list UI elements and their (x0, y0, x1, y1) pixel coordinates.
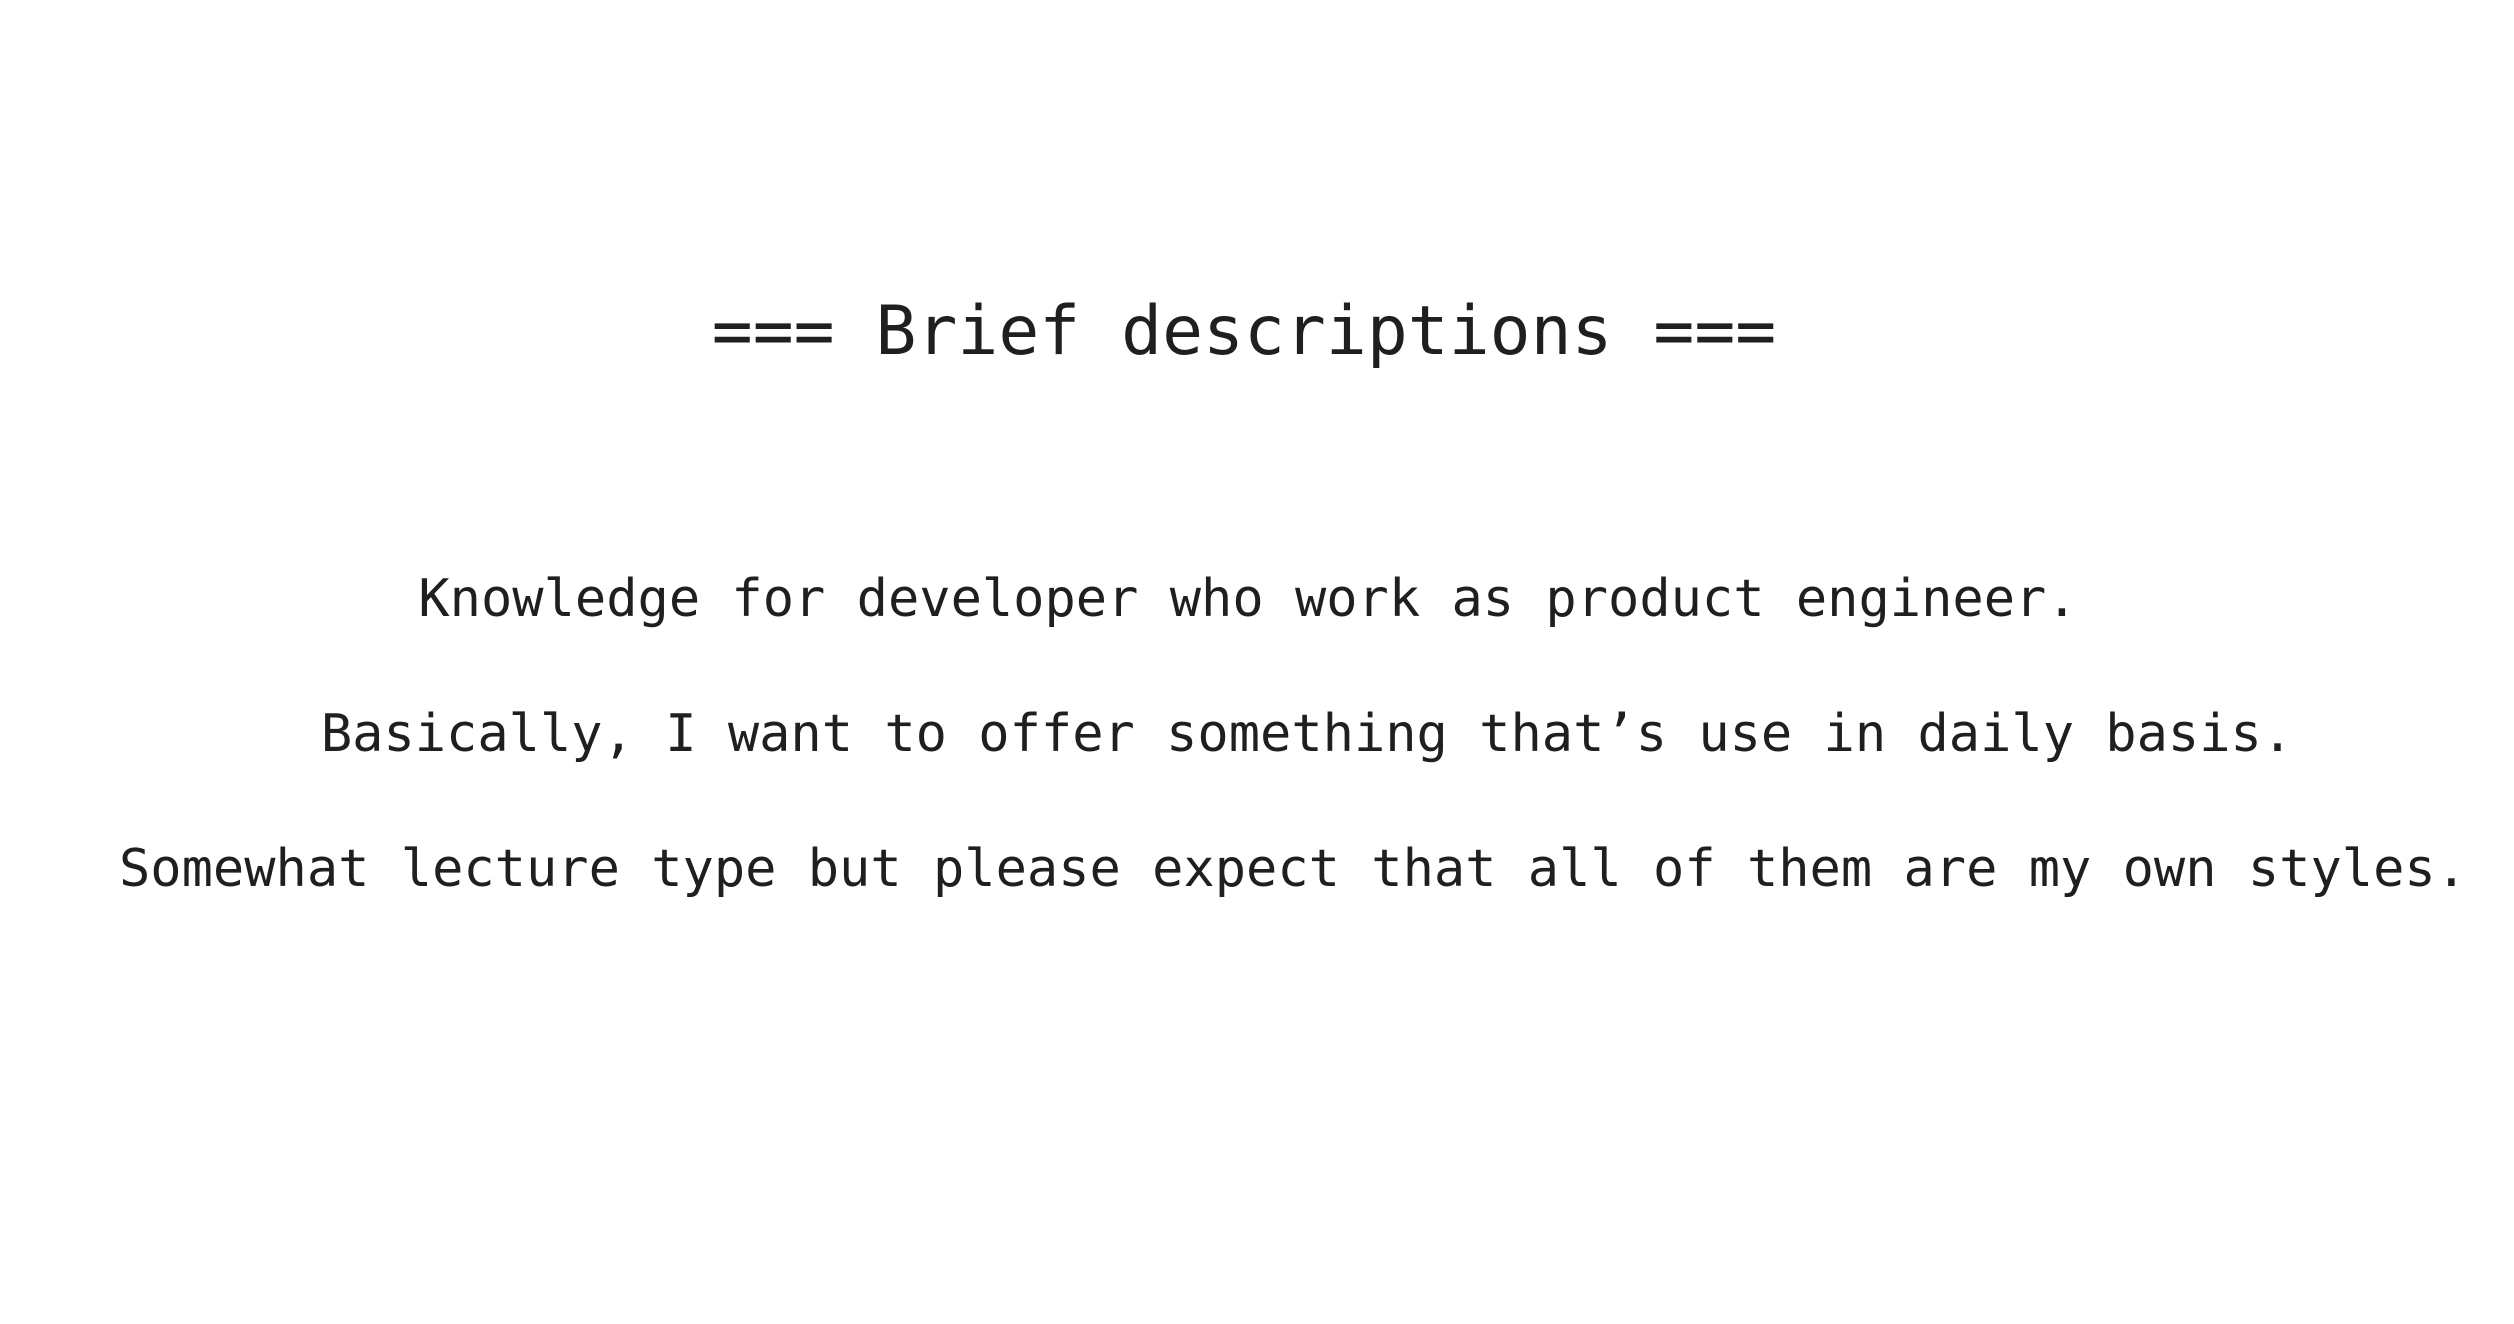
description-line-3: Somewhat lecture type but please expect … (119, 839, 2467, 899)
description-line-1: Knowledge for developer who work as prod… (418, 569, 2078, 629)
description-line-2: Basically, I want to offer something tha… (320, 704, 2294, 764)
section-heading: === Brief descriptions === (711, 292, 1777, 371)
